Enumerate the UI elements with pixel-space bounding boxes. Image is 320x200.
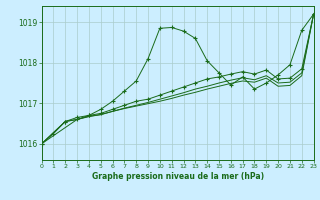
X-axis label: Graphe pression niveau de la mer (hPa): Graphe pression niveau de la mer (hPa) [92,172,264,181]
